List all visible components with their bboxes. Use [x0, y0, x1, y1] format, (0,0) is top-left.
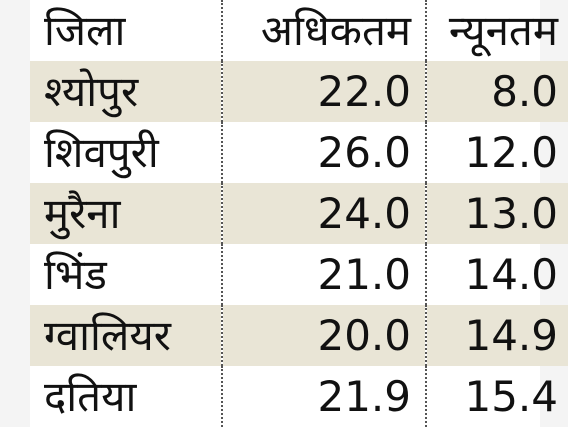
table-row: दतिया 21.9 15.4 [30, 366, 568, 427]
header-row: जिला अधिकतम न्यूनतम [30, 0, 568, 61]
table-row: ग्वालियर 20.0 14.9 [30, 305, 568, 366]
table-cell: भिंड [44, 250, 107, 299]
table-cell: 13.0 [425, 183, 568, 244]
table-cell: शिवपुरी [44, 128, 159, 177]
table-row: शिवपुरी 26.0 12.0 [30, 122, 568, 183]
table-cell: 12.0 [425, 122, 568, 183]
table-container: जिला अधिकतम न्यूनतम श्योपुर 22.0 8.0 शिवपुरी 26… [30, 0, 568, 427]
table-cell: 21.9 [221, 366, 426, 427]
table-cell: दतिया [44, 372, 137, 421]
table-cell: 20.0 [221, 305, 426, 366]
table-row: श्योपुर 22.0 8.0 [30, 61, 568, 122]
table-cell: 26.0 [221, 122, 426, 183]
header-cell: न्यूनतम [425, 0, 568, 61]
table-cell: 24.0 [221, 183, 426, 244]
temperature-table: जिला अधिकतम न्यूनतम श्योपुर 22.0 8.0 शिवपुरी 26… [30, 0, 568, 427]
table-cell: 8.0 [425, 61, 568, 122]
table-cell: 22.0 [221, 61, 426, 122]
table-cell: 14.0 [425, 244, 568, 305]
table-row: भिंड 21.0 14.0 [30, 244, 568, 305]
header-cell: जिला [44, 6, 126, 55]
table-cell: 21.0 [221, 244, 426, 305]
table-cell: 15.4 [425, 366, 568, 427]
table-body: जिला अधिकतम न्यूनतम श्योपुर 22.0 8.0 शिवपुरी 26… [30, 0, 568, 427]
table-cell: मुरैना [30, 183, 222, 244]
table-cell: 14.9 [425, 305, 568, 366]
header-cell: अधिकतम [221, 0, 426, 61]
table-row: मुरैना 24.0 13.0 [30, 183, 568, 244]
table-cell: श्योपुर [30, 61, 222, 122]
table-cell: ग्वालियर [30, 305, 222, 366]
